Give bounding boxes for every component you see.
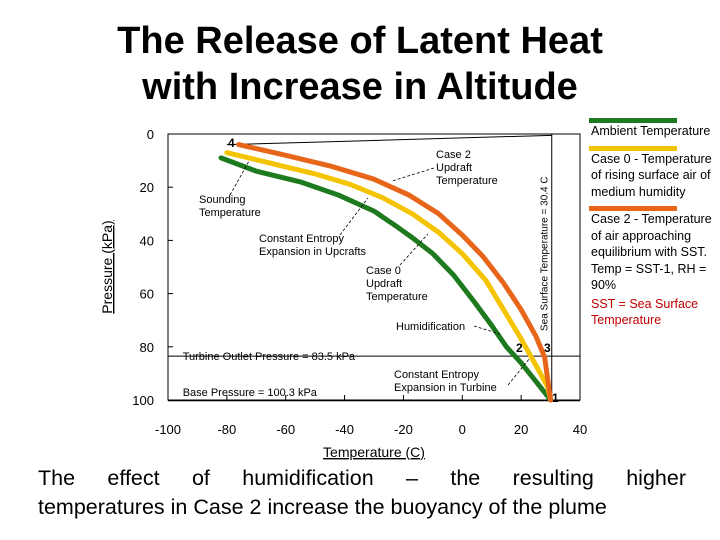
reference-label-2: Sea Surface Temperature = 30.4 C	[540, 176, 551, 331]
annotation-5: Constant Entropy Expansion in Turbine	[394, 369, 497, 394]
annotation-leader-5	[507, 357, 531, 386]
legend: Ambient Temperature Case 0 - Temperature…	[585, 118, 717, 329]
reference-label-1: Base Pressure = 100.3 kPa	[183, 387, 318, 399]
annotation-4: Humidification	[396, 321, 465, 333]
annotation-3: Case 0 Updraft Temperature	[366, 265, 428, 303]
title-line-2: with Increase in Altitude	[142, 66, 578, 108]
series-line-1	[224, 150, 554, 403]
annotation-leader-0	[391, 167, 435, 182]
legend-swatch-case2	[589, 206, 677, 211]
point-label-2: 2	[516, 341, 523, 355]
y-tick-label-3: 60	[140, 287, 154, 302]
legend-swatch-ambient	[589, 118, 677, 123]
annotation-leader-2	[339, 197, 369, 236]
y-tick-label-5: 100	[132, 393, 154, 408]
y-tick-label-4: 80	[140, 340, 154, 355]
legend-label-case2: Case 2 - Temperature of air approaching …	[591, 212, 712, 292]
annotation-0: Case 2 Updraft Temperature	[436, 149, 498, 187]
legend-note: SST = Sea Surface Temperature	[591, 296, 699, 328]
x-tick-label-4: -20	[394, 422, 413, 437]
x-tick-label-3: -40	[335, 422, 354, 437]
point-label-4: 4	[228, 136, 235, 150]
x-tick-label-2: -60	[276, 422, 295, 437]
x-tick-label-1: -80	[217, 422, 236, 437]
x-tick-label-7: 40	[573, 422, 587, 437]
y-axis-label: Pressure (kPa)	[99, 220, 115, 313]
x-tick-label-0: -100	[155, 422, 181, 437]
legend-label-ambient: Ambient Temperature	[591, 124, 711, 138]
plot-area	[167, 133, 581, 401]
annotation-leader-4	[473, 325, 501, 335]
legend-label-case0: Case 0 - Temperature of rising surface a…	[591, 151, 712, 199]
y-tick-label-0: 0	[147, 127, 154, 142]
legend-item-ambient: Ambient Temperature	[585, 118, 717, 140]
series-line-2	[236, 142, 554, 403]
annotation-leader-1	[229, 160, 250, 196]
sounding-line	[226, 134, 552, 146]
x-tick-label-5: 0	[459, 422, 466, 437]
annotation-1: Sounding Temperature	[199, 194, 261, 219]
y-tick-label-1: 20	[140, 180, 154, 195]
caption-line-2: temperatures in Case 2 increase the buoy…	[38, 495, 607, 519]
legend-item-case2: Case 2 - Temperature of air approaching …	[585, 206, 717, 294]
legend-item-case0: Case 0 - Temperature of rising surface a…	[585, 145, 717, 201]
y-tick-label-2: 40	[140, 233, 154, 248]
page-title: The Release of Latent Heat with Increase…	[0, 18, 720, 110]
x-axis-label: Temperature (C)	[323, 444, 425, 460]
point-label-3: 3	[544, 341, 551, 355]
caption: The effect of humidification – the resul…	[38, 464, 686, 522]
x-tick-label-6: 20	[514, 422, 528, 437]
reference-label-0: Turbine Outlet Pressure = 83.5 kPa	[183, 351, 356, 363]
series-line-0	[218, 155, 554, 403]
caption-line-1: The effect of humidification – the resul…	[38, 466, 686, 490]
title-line-1: The Release of Latent Heat	[117, 20, 603, 62]
annotation-leader-3	[399, 233, 429, 266]
legend-swatch-case0	[589, 145, 677, 151]
point-label-1: 1	[552, 391, 559, 405]
annotation-2: Constant Entropy Expansion in Upcrafts	[259, 233, 366, 258]
